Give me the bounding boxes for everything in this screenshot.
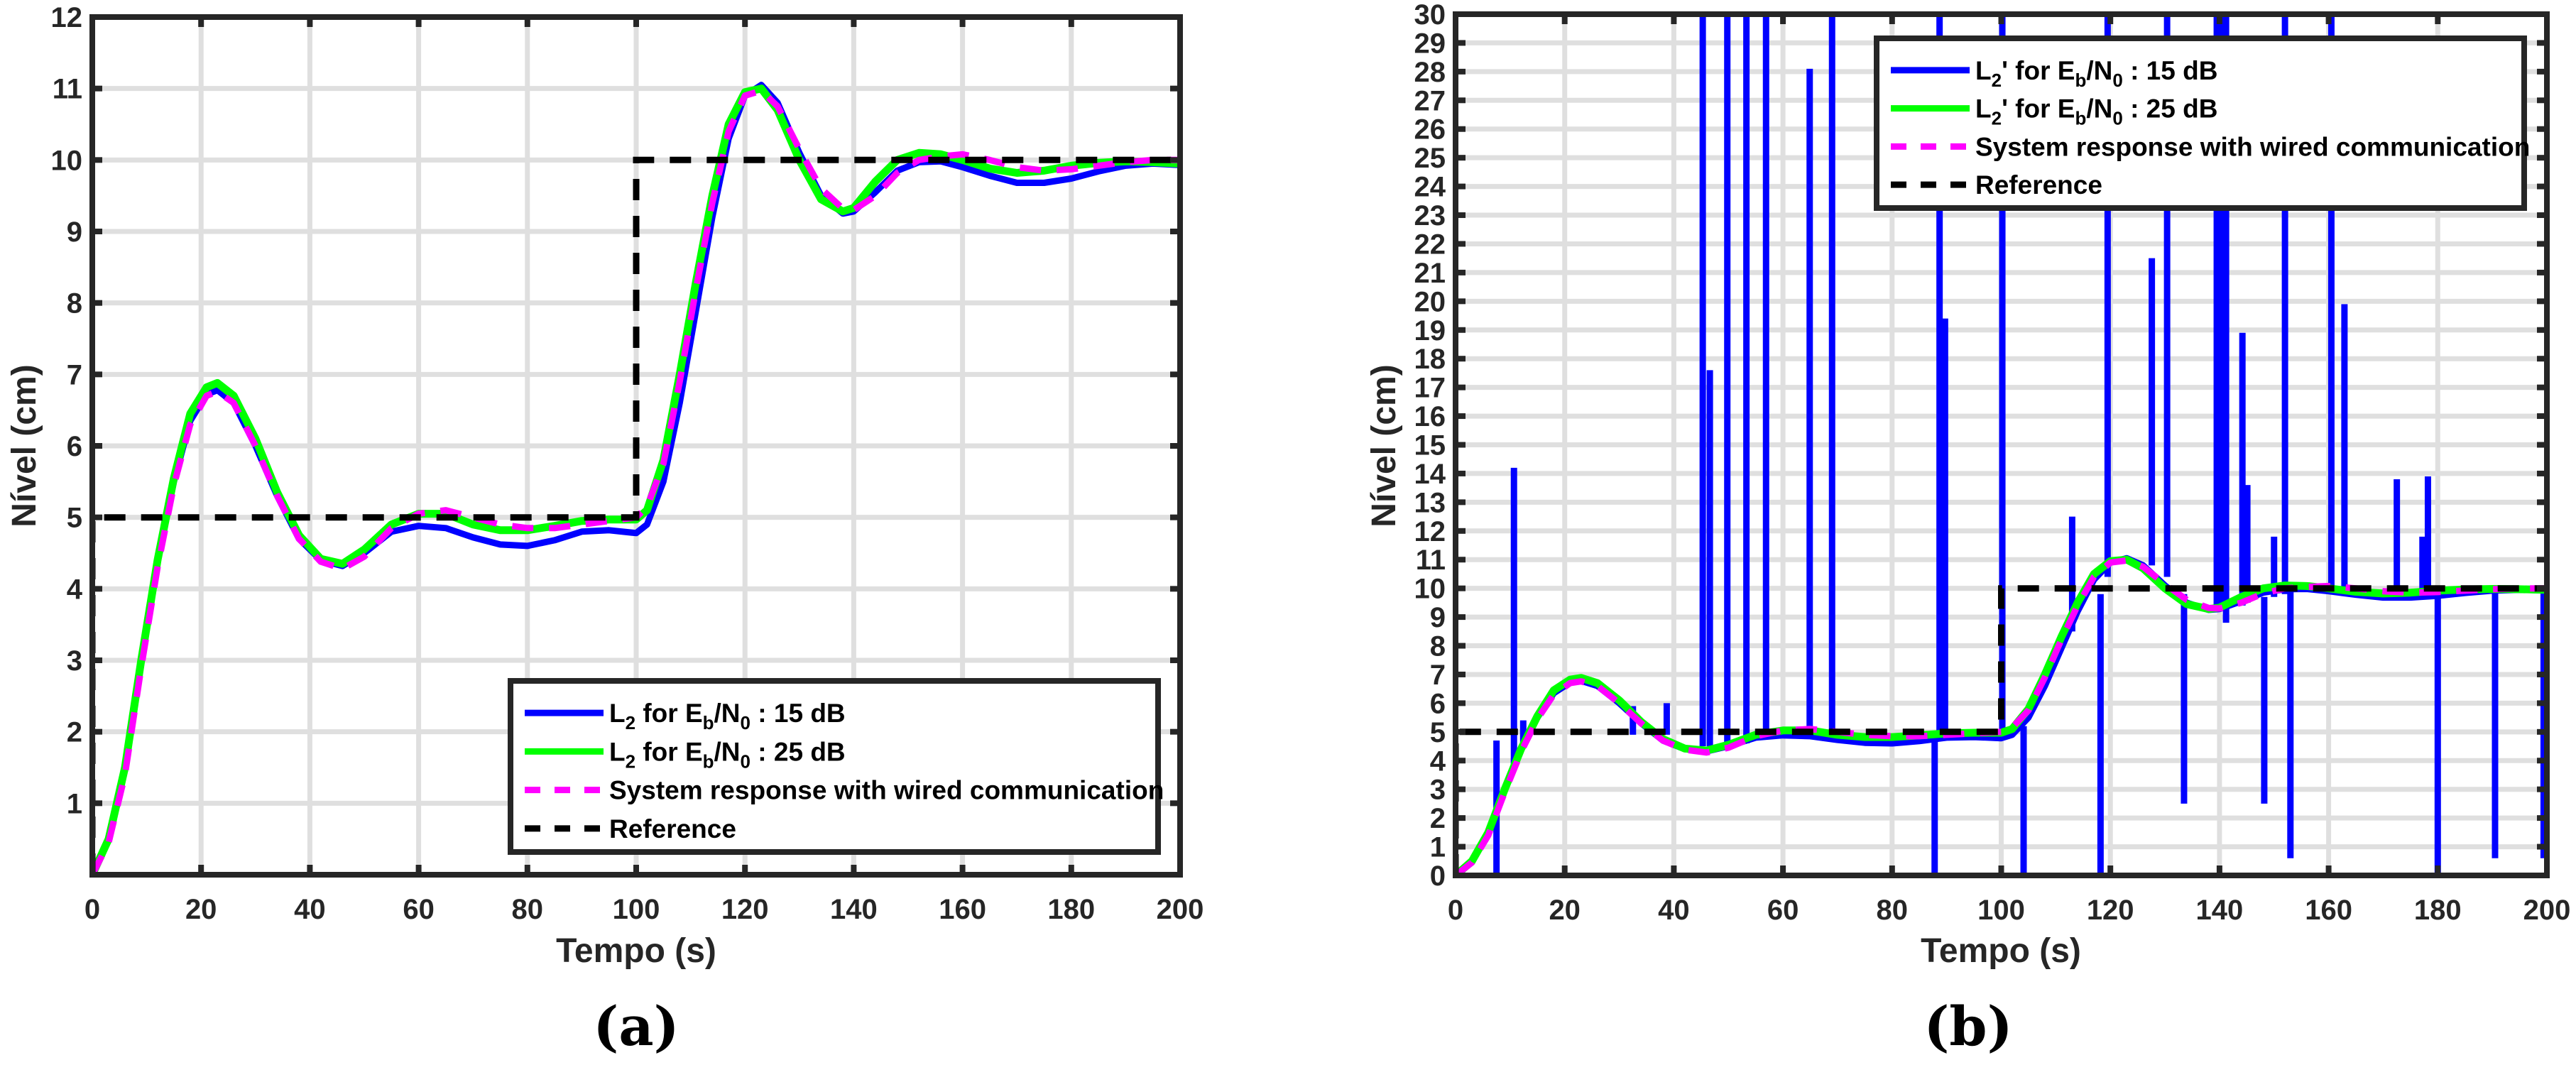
y-tick-label: 8 (67, 288, 82, 320)
y-tick-label: 18 (1414, 344, 1446, 375)
y-tick-label: 13 (1414, 487, 1446, 518)
y-tick-label: 3 (1430, 775, 1446, 806)
y-tick-label: 17 (1414, 373, 1446, 404)
y-tick-label: 2 (1430, 803, 1446, 834)
y-tick-label: 5 (67, 503, 82, 534)
legend-label: L2 for Eb/N0 : 25 dB (609, 737, 846, 772)
legend-label: System response with wired communication (1975, 132, 2530, 161)
y-tick-label: 10 (51, 145, 83, 176)
y-tick-label: 14 (1414, 459, 1446, 490)
x-tick-label: 160 (939, 894, 986, 925)
y-tick-label: 7 (1430, 660, 1446, 691)
y-tick-label: 24 (1414, 172, 1446, 203)
x-tick-label: 0 (1448, 895, 1463, 926)
x-tick-label: 80 (512, 894, 544, 925)
legend-label: L2' for Eb/N0 : 15 dB (1975, 56, 2217, 91)
legend: L2 for Eb/N0 : 15 dB L2 for Eb/N0 : 25 dB… (508, 678, 1164, 855)
series-line (92, 156, 1180, 875)
y-axis-label: Nível (cm) (1365, 364, 1403, 527)
x-tick-label: 60 (403, 894, 435, 925)
x-axis-label: Tempo (s) (556, 932, 716, 970)
x-tick-label: 40 (294, 894, 326, 925)
x-tick-label: 180 (1047, 894, 1095, 925)
y-tick-label: 19 (1414, 315, 1446, 346)
legend-label: Reference (1975, 170, 2102, 200)
y-tick-label: 30 (1414, 0, 1446, 31)
x-tick-label: 60 (1767, 895, 1799, 926)
x-tick-label: 20 (185, 894, 217, 925)
tick-labels: 0 20 40 60 80 100 120 140 160 180 2001234567891011… (51, 2, 1204, 925)
x-tick-label: 120 (2087, 895, 2134, 926)
y-tick-label: 12 (1414, 516, 1446, 547)
legend-label: L2 for Eb/N0 : 15 dB (609, 699, 846, 733)
x-tick-label: 0 (84, 894, 100, 925)
x-tick-label: 20 (1549, 895, 1581, 926)
y-tick-label: 15 (1414, 430, 1446, 462)
axes-frame (89, 14, 1183, 878)
x-tick-label: 200 (1157, 894, 1204, 925)
y-tick-label: 7 (67, 359, 82, 390)
plot-area (92, 82, 1180, 875)
y-tick-label: 8 (1430, 631, 1446, 662)
x-tick-label: 80 (1877, 895, 1909, 926)
y-tick-label: 12 (51, 2, 83, 33)
legend-label: L2' for Eb/N0 : 25 dB (1975, 94, 2217, 129)
x-axis-label: Tempo (s) (1921, 932, 2081, 970)
panel-caption: (a) (593, 995, 679, 1058)
x-tick-label: 180 (2414, 895, 2462, 926)
y-tick-label: 6 (1430, 688, 1446, 719)
y-tick-label: 9 (67, 217, 82, 248)
y-tick-label: 25 (1414, 143, 1446, 174)
series-line (92, 82, 1180, 875)
x-tick-label: 140 (830, 894, 878, 925)
y-tick-label: 6 (67, 431, 82, 462)
x-tick-label: 40 (1658, 895, 1690, 926)
legend-label: System response with wired communication (609, 776, 1164, 805)
y-tick-label: 3 (67, 645, 82, 677)
panel-caption: (b) (1923, 995, 2012, 1058)
y-tick-label: 27 (1414, 85, 1446, 116)
legend-box (1874, 36, 2527, 211)
x-tick-label: 200 (2523, 895, 2571, 926)
x-tick-label: 160 (2305, 895, 2352, 926)
y-axis-label: Nível (cm) (6, 364, 43, 527)
y-tick-label: 21 (1414, 258, 1446, 289)
y-tick-label: 5 (1430, 717, 1446, 748)
y-tick-label: 20 (1414, 286, 1446, 317)
x-tick-label: 140 (2196, 895, 2244, 926)
legend-label: Reference (609, 814, 736, 843)
y-tick-label: 2 (67, 717, 82, 748)
y-tick-label: 11 (1416, 545, 1446, 576)
chart-panel-a: 0 20 40 60 80 100 120 140 160 180 2001234567891011… (6, 2, 1204, 1058)
y-tick-label: 11 (53, 74, 82, 105)
y-tick-label: 1 (67, 788, 82, 819)
y-tick-label: 4 (67, 574, 83, 605)
chart-panel-b: 0 20 40 60 80 100 120 140 160 180 2000123456789101… (1365, 0, 2570, 1058)
series-line (92, 87, 1180, 875)
y-tick-label: 10 (1414, 574, 1446, 605)
series-line (1456, 585, 2547, 875)
y-tick-label: 0 (1430, 861, 1446, 892)
y-tick-label: 23 (1414, 200, 1446, 231)
y-tick-label: 26 (1414, 114, 1446, 146)
x-tick-label: 100 (613, 894, 660, 925)
x-tick-label: 120 (721, 894, 769, 925)
y-tick-label: 16 (1414, 401, 1446, 432)
tick-labels: 0 20 40 60 80 100 120 140 160 180 2000123456789101… (1414, 0, 2571, 926)
axes-frame (1453, 11, 2550, 878)
y-tick-label: 9 (1430, 602, 1446, 633)
y-tick-label: 28 (1414, 57, 1446, 88)
x-tick-label: 100 (1977, 895, 2025, 926)
legend-box (508, 678, 1161, 855)
y-tick-label: 1 (1430, 832, 1446, 863)
y-tick-label: 4 (1430, 746, 1446, 777)
y-tick-label: 22 (1414, 229, 1446, 260)
y-tick-label: 29 (1414, 28, 1446, 59)
